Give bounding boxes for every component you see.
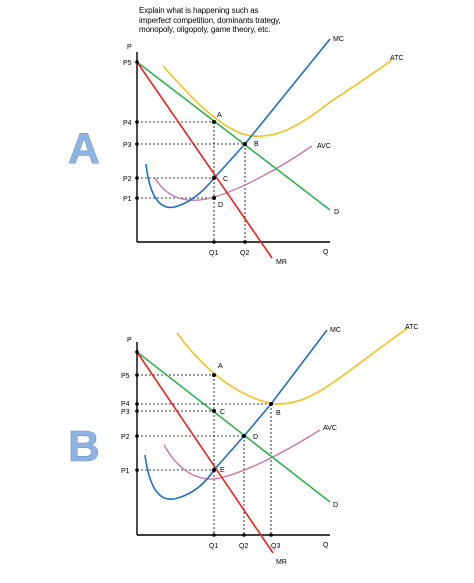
price-label-p3: P3 [121,409,130,416]
question-line: monopoly, oligopoly, game theory, etc. [139,25,271,34]
y-axis-label: P [127,337,132,344]
quantity-label-q2: Q2 [240,250,249,257]
quantity-label-q3: Q3 [271,543,280,550]
price-label-p2: P2 [123,176,132,183]
price-label-p1: P1 [121,468,130,475]
avc-curve [154,145,313,201]
point-label-c: C [220,409,225,416]
atc-curve [162,59,393,138]
point-label-c: C [223,176,228,183]
x-axis-label: Q [323,249,329,256]
diagram-b: B P Q [68,324,419,566]
points [135,350,273,537]
mr-curve [136,351,274,554]
atc-label: ATC [390,55,403,62]
price-label-p2: P2 [121,434,130,441]
price-label-p4: P4 [121,401,130,408]
point-label-b: B [276,410,281,417]
point-label-a: A [218,363,223,370]
avc-label: AVC [323,425,337,432]
atc-label: ATC [405,324,418,331]
mr-label: MR [276,559,287,566]
guide-lines [137,121,246,242]
points [135,60,247,244]
point-label-b: B [254,141,259,148]
guide-lines [137,374,272,535]
panel-label-b: B [68,422,100,471]
avc-label: AVC [317,143,331,150]
price-label-p5: P5 [123,60,132,67]
atc-curve [176,327,409,405]
price-label-p1: P1 [123,196,132,203]
quantity-label-q2: Q2 [239,543,248,550]
price-label-p4: P4 [123,120,132,127]
mc-curve [145,38,331,209]
demand-label: D [333,502,338,509]
demand-curve [136,61,331,211]
y-axis-label: P [127,44,132,51]
mr-curve [136,61,273,259]
price-label-p3: P3 [123,142,132,149]
point-label-d: D [218,202,223,209]
point-label-e: E [220,467,225,474]
mr-label: MR [276,259,287,266]
demand-curve [136,351,331,503]
question-text: Explain what is happening such as imperf… [139,6,369,35]
x-axis-label: Q [323,542,329,549]
quantity-label-q1: Q1 [209,250,218,257]
quantity-label-q1: Q1 [209,543,218,550]
question-line: imperfect competition, dominants trategy… [139,15,281,25]
panel-label-a: A [68,124,100,173]
question-line: Explain what is happening such as [139,6,259,15]
demand-label: D [334,209,339,216]
point-label-a: A [217,112,222,119]
avc-curve [163,429,321,480]
price-label-p5: P5 [121,373,130,380]
point-label-d: D [253,434,258,441]
mc-label: MC [333,36,344,43]
diagram-a: A P Q [68,36,404,266]
mc-label: MC [330,327,341,334]
